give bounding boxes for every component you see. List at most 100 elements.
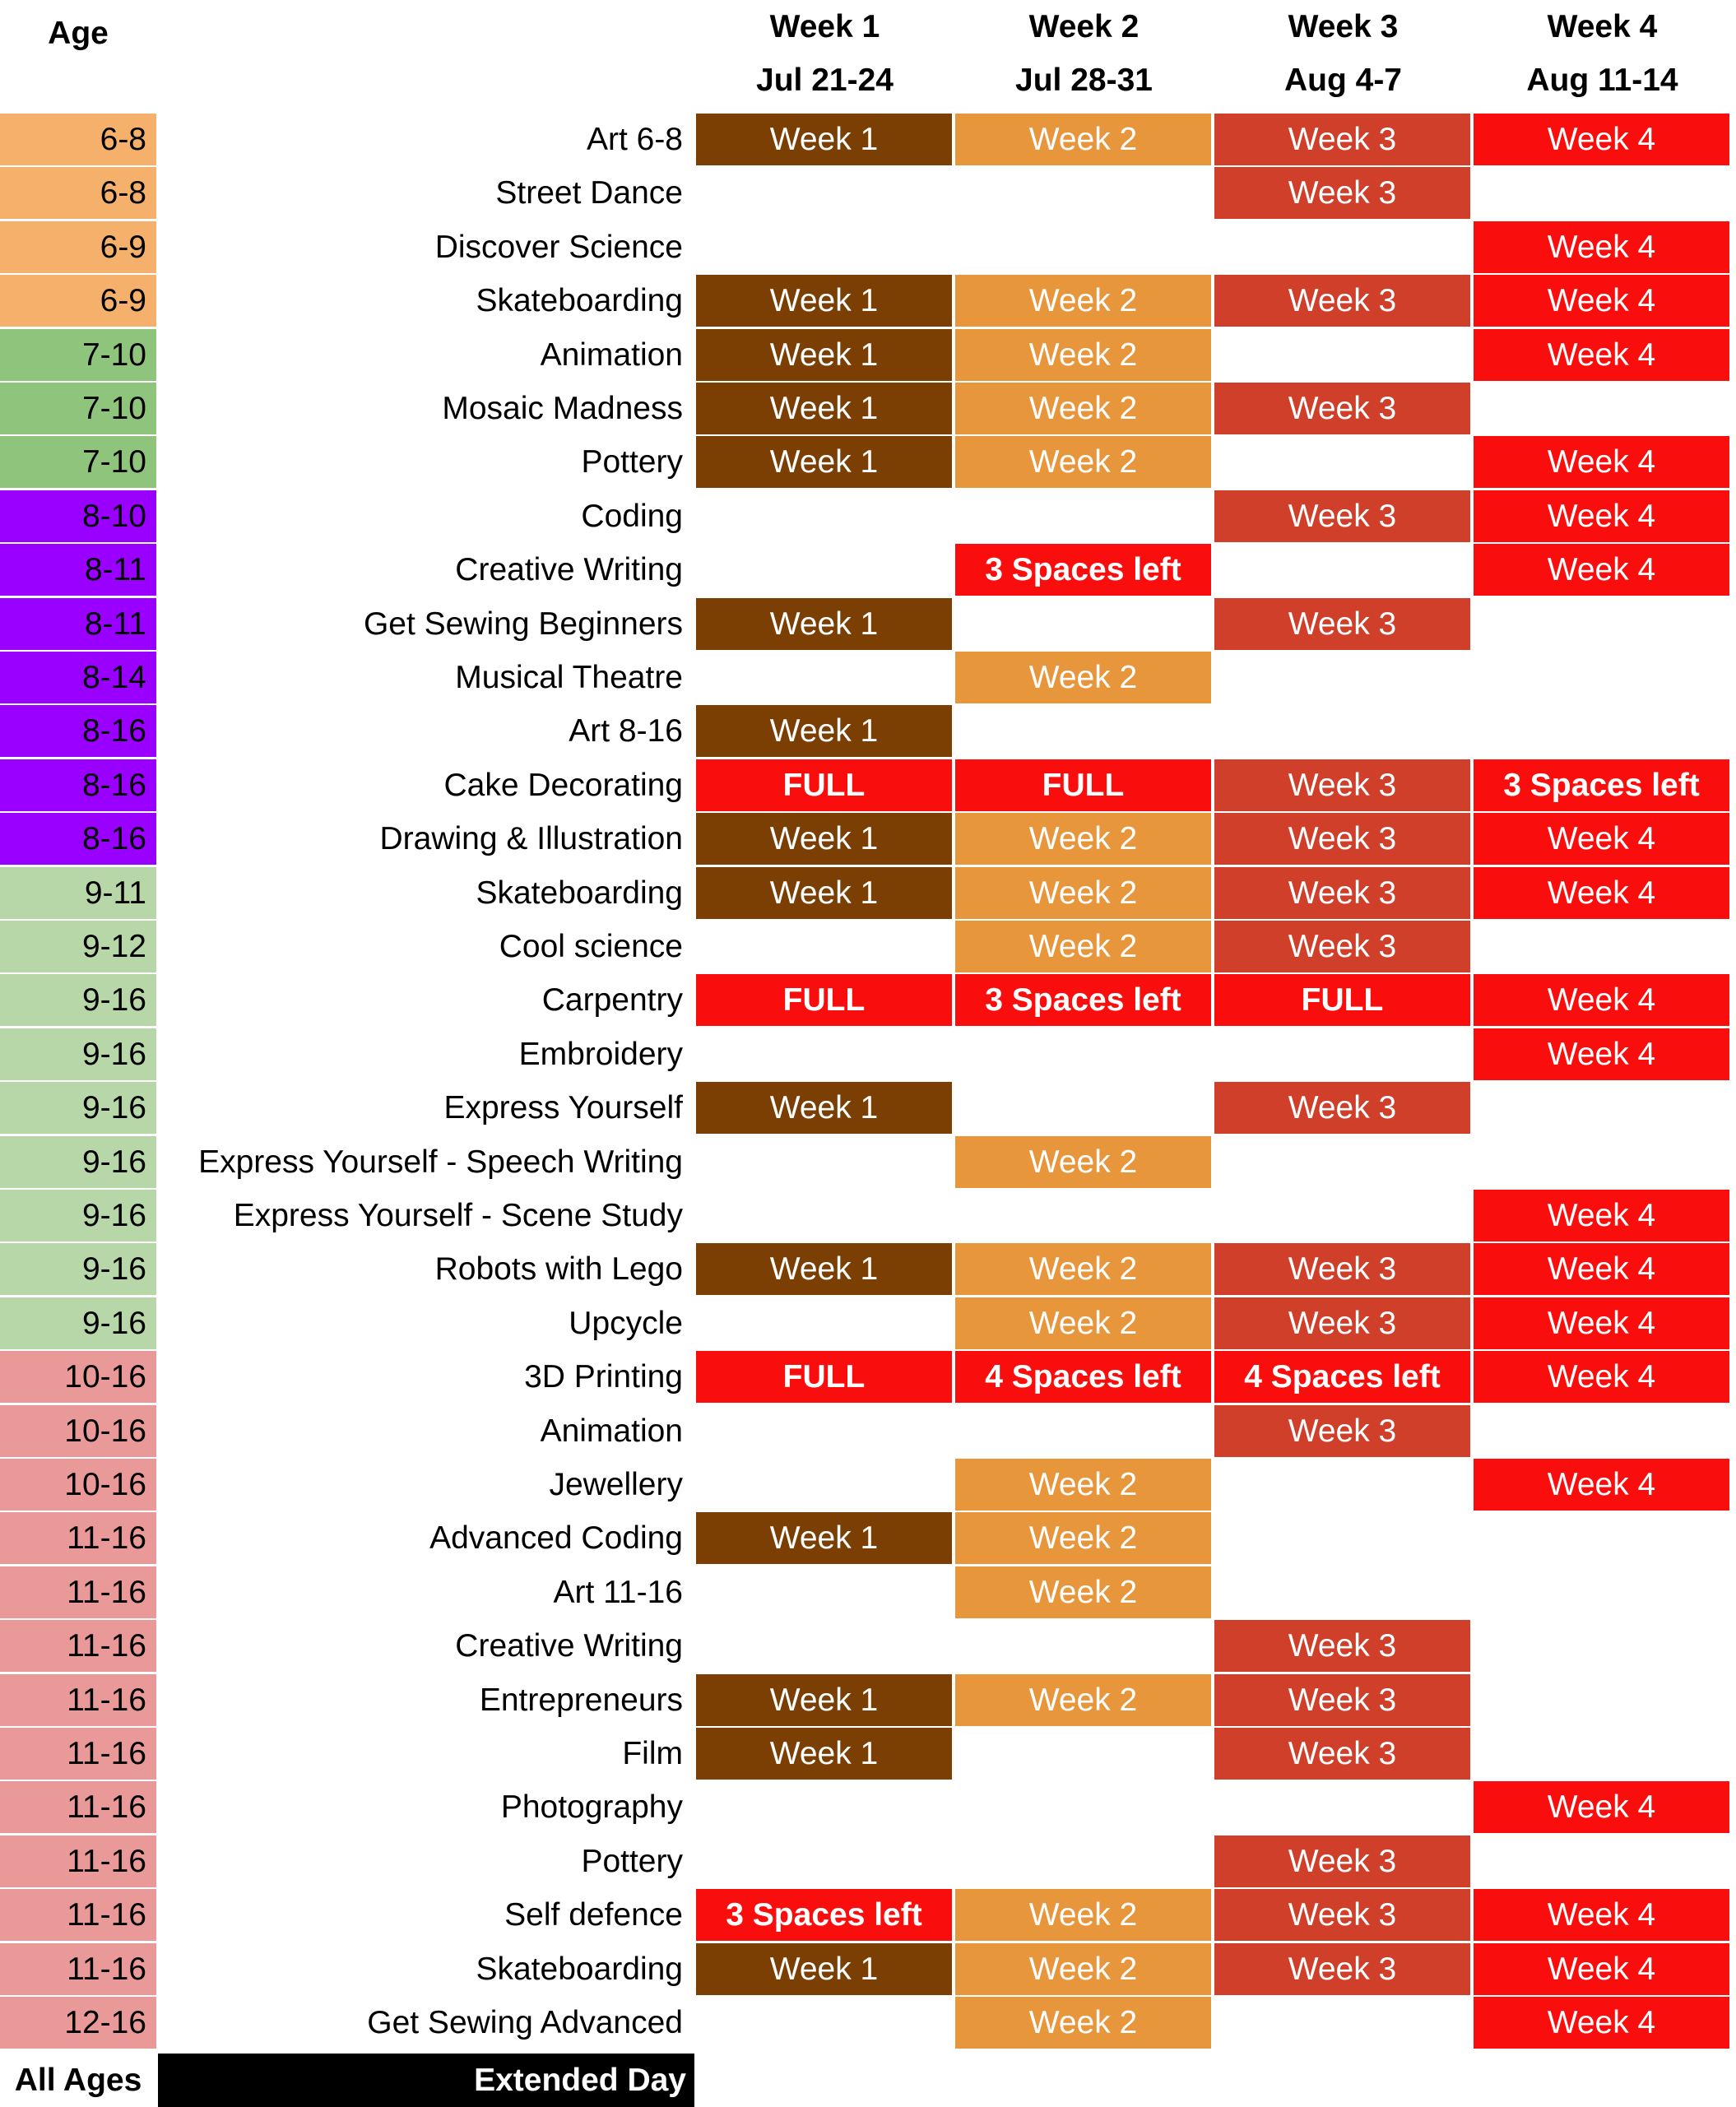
age-range-cell: 9-11 bbox=[0, 867, 156, 919]
age-range-cell: 6-9 bbox=[0, 221, 156, 273]
age-range-cell: 9-16 bbox=[0, 1136, 156, 1188]
week-2-session-cell: Week 2 bbox=[955, 436, 1211, 488]
age-range-cell: 11-16 bbox=[0, 1889, 156, 1941]
age-range-cell: 10-16 bbox=[0, 1405, 156, 1457]
availability-status-cell: 3 Spaces left bbox=[955, 974, 1211, 1026]
age-range-cell: 8-16 bbox=[0, 813, 156, 865]
week-3-session-cell: Week 3 bbox=[1214, 921, 1470, 972]
week-3-session-cell: Week 3 bbox=[1214, 867, 1470, 919]
week-3-session-cell: Week 3 bbox=[1214, 598, 1470, 650]
week-1-session-cell: Week 1 bbox=[696, 114, 952, 165]
course-name: Carpentry bbox=[541, 982, 683, 1018]
age-range-cell: 9-16 bbox=[0, 1243, 156, 1295]
week-4-session-cell: Week 4 bbox=[1474, 867, 1729, 919]
week-4-session-cell: Week 4 bbox=[1474, 1351, 1729, 1403]
age-range-cell: 8-16 bbox=[0, 759, 156, 811]
course-name: Express Yourself bbox=[443, 1090, 683, 1125]
availability-status-cell: FULL bbox=[696, 974, 952, 1026]
week-2-session-cell: Week 2 bbox=[955, 921, 1211, 972]
course-name: Film bbox=[622, 1736, 683, 1771]
week-2-session-cell: Week 2 bbox=[955, 813, 1211, 865]
age-range-cell: 12-16 bbox=[0, 1997, 156, 2049]
week-3-session-cell: Week 3 bbox=[1214, 1674, 1470, 1726]
week-3-session-cell: Week 3 bbox=[1214, 275, 1470, 327]
week-4-session-cell: Week 4 bbox=[1474, 1243, 1729, 1295]
week-2-dates: Jul 28-31 bbox=[1015, 63, 1153, 98]
week-1-session-cell: Week 1 bbox=[696, 705, 952, 757]
course-name: Art 6-8 bbox=[586, 122, 683, 157]
course-name: Art 11-16 bbox=[553, 1575, 683, 1610]
age-column-header: Age bbox=[48, 16, 109, 51]
week-3-session-cell: Week 3 bbox=[1214, 490, 1470, 542]
age-range-cell: 6-8 bbox=[0, 167, 156, 219]
week-4-header: Week 4 Aug 11-14 bbox=[1474, 0, 1731, 107]
week-2-session-cell: Week 2 bbox=[955, 867, 1211, 919]
week-2-session-cell: Week 2 bbox=[955, 329, 1211, 381]
week-4-dates: Aug 11-14 bbox=[1526, 63, 1678, 98]
week-1-dates: Jul 21-24 bbox=[756, 63, 894, 98]
course-name: Advanced Coding bbox=[429, 1520, 683, 1556]
week-4-session-cell: Week 4 bbox=[1474, 1028, 1729, 1080]
availability-status-cell: FULL bbox=[955, 759, 1211, 811]
course-name: Musical Theatre bbox=[455, 660, 683, 695]
week-3-session-cell: Week 3 bbox=[1214, 1836, 1470, 1887]
age-range-cell: 7-10 bbox=[0, 436, 156, 488]
week-2-session-cell: Week 2 bbox=[955, 1136, 1211, 1188]
course-name: Entrepreneurs bbox=[479, 1682, 683, 1718]
week-3-session-cell: Week 3 bbox=[1214, 1620, 1470, 1672]
week-2-session-cell: Week 2 bbox=[955, 652, 1211, 703]
age-range-cell: 9-16 bbox=[0, 974, 156, 1026]
week-3-session-cell: Week 3 bbox=[1214, 1889, 1470, 1941]
age-range-cell: 9-12 bbox=[0, 921, 156, 972]
week-2-label: Week 2 bbox=[1028, 9, 1140, 44]
week-2-session-cell: Week 2 bbox=[955, 383, 1211, 434]
course-name: Robots with Lego bbox=[434, 1251, 683, 1287]
week-1-session-cell: Week 1 bbox=[696, 1243, 952, 1295]
age-range-cell: 11-16 bbox=[0, 1836, 156, 1887]
age-range-cell: 11-16 bbox=[0, 1620, 156, 1672]
course-name: Cool science bbox=[499, 929, 683, 964]
age-range-cell: 9-16 bbox=[0, 1297, 156, 1349]
week-3-session-cell: Week 3 bbox=[1214, 1728, 1470, 1780]
course-name: Skateboarding bbox=[476, 283, 683, 318]
age-range-cell: 11-16 bbox=[0, 1943, 156, 1995]
course-name: Photography bbox=[500, 1789, 683, 1825]
age-range-cell: 6-8 bbox=[0, 114, 156, 165]
week-1-session-cell: Week 1 bbox=[696, 329, 952, 381]
week-2-session-cell: Week 2 bbox=[955, 1297, 1211, 1349]
week-4-session-cell: Week 4 bbox=[1474, 544, 1729, 596]
week-4-session-cell: Week 4 bbox=[1474, 1459, 1729, 1511]
week-4-session-cell: Week 4 bbox=[1474, 1297, 1729, 1349]
week-4-session-cell: Week 4 bbox=[1474, 974, 1729, 1026]
week-3-session-cell: Week 3 bbox=[1214, 114, 1470, 165]
extended-day-bar: Extended Day bbox=[158, 2054, 694, 2107]
week-2-session-cell: Week 2 bbox=[955, 1512, 1211, 1564]
week-2-session-cell: Week 2 bbox=[955, 1566, 1211, 1618]
course-name: 3D Printing bbox=[524, 1359, 683, 1395]
week-1-session-cell: Week 1 bbox=[696, 813, 952, 865]
week-1-session-cell: Week 1 bbox=[696, 383, 952, 434]
course-name: Animation bbox=[540, 1413, 683, 1449]
week-3-session-cell: Week 3 bbox=[1214, 1943, 1470, 1995]
age-range-cell: 9-16 bbox=[0, 1082, 156, 1134]
age-range-cell: 11-16 bbox=[0, 1566, 156, 1618]
availability-status-cell: FULL bbox=[1214, 974, 1470, 1026]
week-2-session-cell: Week 2 bbox=[955, 1674, 1211, 1726]
age-range-cell: 11-16 bbox=[0, 1728, 156, 1780]
course-name: Get Sewing Advanced bbox=[367, 2005, 683, 2040]
availability-status-cell: 4 Spaces left bbox=[1214, 1351, 1470, 1403]
availability-status-cell: FULL bbox=[696, 1351, 952, 1403]
age-range-cell: 11-16 bbox=[0, 1781, 156, 1833]
age-range-cell: 11-16 bbox=[0, 1512, 156, 1564]
age-range-cell: 10-16 bbox=[0, 1351, 156, 1403]
age-range-cell: 8-11 bbox=[0, 598, 156, 650]
week-4-session-cell: Week 4 bbox=[1474, 1943, 1729, 1995]
week-2-session-cell: Week 2 bbox=[955, 1943, 1211, 1995]
week-3-session-cell: Week 3 bbox=[1214, 1243, 1470, 1295]
course-name: Upcycle bbox=[569, 1306, 683, 1341]
week-4-session-cell: Week 4 bbox=[1474, 221, 1729, 273]
week-1-session-cell: Week 1 bbox=[696, 598, 952, 650]
availability-status-cell: FULL bbox=[696, 759, 952, 811]
course-name: Drawing & Illustration bbox=[379, 821, 683, 856]
week-4-session-cell: Week 4 bbox=[1474, 275, 1729, 327]
